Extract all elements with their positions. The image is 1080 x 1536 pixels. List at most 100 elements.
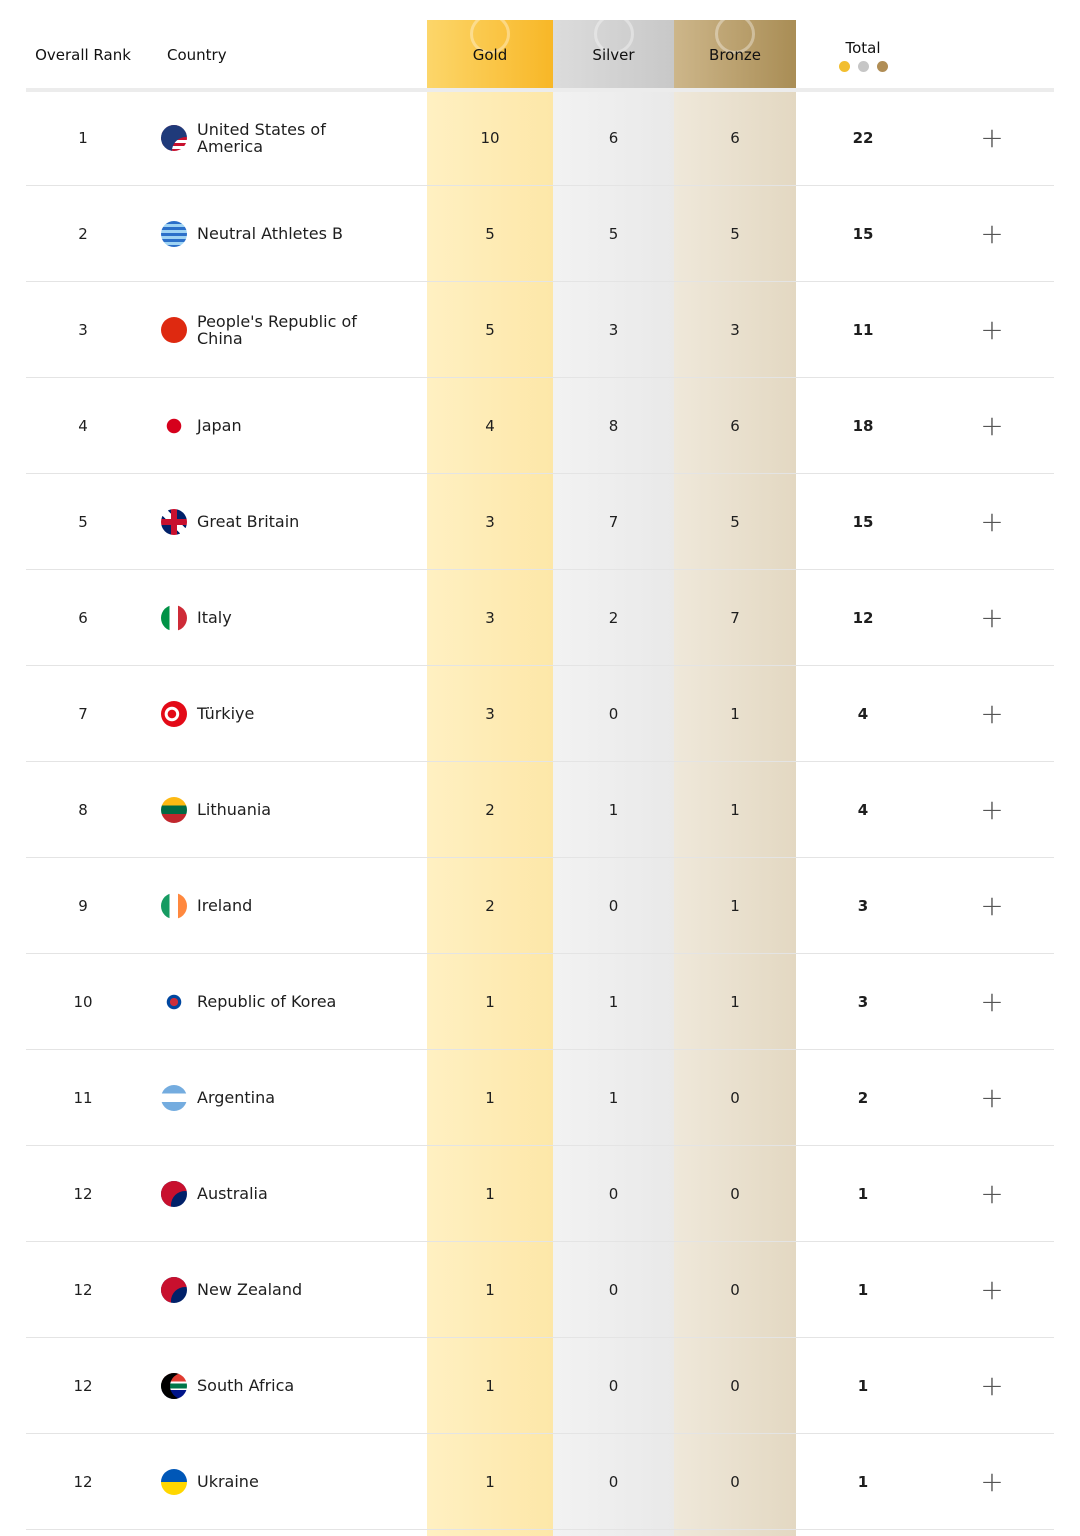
- header-total-label: Total: [845, 38, 881, 57]
- table-row[interactable]: 9 Ireland 2 0 1 3 +: [26, 858, 1054, 954]
- gold-count: 1: [485, 1088, 495, 1107]
- expand-plus-icon[interactable]: +: [980, 409, 1004, 442]
- country-cell: United States of America: [140, 121, 427, 155]
- total-count: 11: [852, 320, 874, 339]
- silver-count: 7: [608, 512, 619, 531]
- table-row[interactable]: 12 Ukraine 1 0 0 1 +: [26, 1434, 1054, 1530]
- expand-plus-icon[interactable]: +: [980, 1465, 1004, 1498]
- medal-table: Overall Rank Country Gold Silver Bronze …: [26, 20, 1054, 1536]
- silver-count: 0: [608, 1472, 619, 1491]
- expand-plus-icon[interactable]: +: [980, 217, 1004, 250]
- expand-plus-icon[interactable]: +: [980, 505, 1004, 538]
- flag-ukr-icon: [161, 1468, 187, 1495]
- expand-plus-icon[interactable]: +: [980, 793, 1004, 826]
- country-name: Australia: [197, 1184, 268, 1203]
- gold-count: 3: [485, 608, 495, 627]
- bronze-count: 5: [730, 512, 740, 531]
- expand-plus-icon[interactable]: +: [980, 313, 1004, 346]
- rank-cell: 12: [73, 1280, 93, 1299]
- bronze-count: 1: [730, 992, 740, 1011]
- bronze-count: 6: [730, 128, 740, 147]
- country-cell: Argentina: [140, 1084, 427, 1111]
- header-country[interactable]: Country: [167, 46, 227, 64]
- country-cell: Neutral Athletes B: [140, 220, 427, 247]
- header-bronze[interactable]: Bronze: [674, 20, 796, 90]
- flag-rsa-icon: [161, 1372, 187, 1399]
- rank-cell: 1: [78, 128, 88, 147]
- header-gold-label: Gold: [472, 46, 508, 64]
- rank-cell: 2: [78, 224, 88, 243]
- table-row[interactable]: 1 United States of America 10 6 6 22 +: [26, 90, 1054, 186]
- table-row[interactable]: 7 Türkiye 3 0 1 4 +: [26, 666, 1054, 762]
- expand-plus-icon[interactable]: +: [980, 889, 1004, 922]
- expand-plus-icon[interactable]: +: [980, 1177, 1004, 1210]
- flag-usa-icon: [161, 124, 187, 151]
- country-cell: Japan: [140, 412, 427, 439]
- bronze-medal-icon: [715, 20, 755, 54]
- gold-count: 5: [485, 320, 495, 339]
- table-row[interactable]: 12 Australia 1 0 0 1 +: [26, 1146, 1054, 1242]
- country-cell: Great Britain: [140, 508, 427, 535]
- total-count: 4: [857, 704, 869, 723]
- country-name: Republic of Korea: [197, 992, 337, 1011]
- header-gold[interactable]: Gold: [427, 20, 553, 90]
- rank-cell: 7: [78, 704, 88, 723]
- expand-plus-icon[interactable]: +: [980, 1081, 1004, 1114]
- bronze-column-bg: [674, 90, 796, 1536]
- table-row[interactable]: 11 Argentina 1 1 0 2 +: [26, 1050, 1054, 1146]
- rank-cell: 6: [78, 608, 88, 627]
- country-cell: Australia: [140, 1180, 427, 1207]
- table-row[interactable]: 12 South Africa 1 0 0 1 +: [26, 1338, 1054, 1434]
- total-count: 3: [857, 896, 869, 915]
- country-name: United States of America: [197, 119, 326, 156]
- silver-count: 0: [608, 1376, 619, 1395]
- table-row[interactable]: 3 People's Republic of China 5 3 3 11 +: [26, 282, 1054, 378]
- flag-irl-icon: [161, 892, 187, 919]
- gold-count: 1: [485, 1280, 495, 1299]
- rank-cell: 9: [78, 896, 88, 915]
- table-row[interactable]: 12 New Zealand 1 0 0 1 +: [26, 1242, 1054, 1338]
- flag-gbr-icon: [161, 508, 187, 535]
- header-total[interactable]: Total: [796, 20, 930, 90]
- flag-chn-icon: [161, 316, 187, 343]
- expand-plus-icon[interactable]: +: [980, 697, 1004, 730]
- bronze-count: 0: [730, 1472, 740, 1491]
- country-cell: Ukraine: [140, 1468, 427, 1495]
- table-row[interactable]: 6 Italy 3 2 7 12 +: [26, 570, 1054, 666]
- expand-plus-icon[interactable]: +: [980, 985, 1004, 1018]
- table-row[interactable]: 8 Lithuania 2 1 1 4 +: [26, 762, 1054, 858]
- flag-arg-icon: [161, 1084, 187, 1111]
- expand-plus-icon[interactable]: +: [980, 1273, 1004, 1306]
- country-name: New Zealand: [197, 1280, 303, 1299]
- gold-count: 2: [485, 800, 495, 819]
- bronze-count: 6: [730, 416, 740, 435]
- total-count: 3: [857, 992, 869, 1011]
- table-row[interactable]: 2 Neutral Athletes B 5 5 5 15 +: [26, 186, 1054, 282]
- silver-count: 0: [608, 704, 619, 723]
- country-name: Lithuania: [197, 800, 272, 819]
- expand-plus-icon[interactable]: +: [980, 601, 1004, 634]
- total-count: 4: [857, 800, 869, 819]
- header-silver-label: Silver: [592, 46, 635, 64]
- flag-jpn-icon: [161, 412, 187, 439]
- country-cell: Republic of Korea: [140, 988, 427, 1015]
- country-cell: Lithuania: [140, 796, 427, 823]
- expand-plus-icon[interactable]: +: [980, 121, 1004, 154]
- flag-kor-icon: [161, 988, 187, 1015]
- header-rank[interactable]: Overall Rank: [35, 45, 131, 64]
- total-count: 15: [852, 224, 874, 243]
- table-row[interactable]: 10 Republic of Korea 1 1 1 3 +: [26, 954, 1054, 1050]
- gold-count: 4: [485, 416, 495, 435]
- table-row[interactable]: 5 Great Britain 3 7 5 15 +: [26, 474, 1054, 570]
- rank-cell: 3: [78, 320, 88, 339]
- silver-count: 1: [608, 1088, 619, 1107]
- header-silver[interactable]: Silver: [553, 20, 674, 90]
- table-row[interactable]: 4 Japan 4 8 6 18 +: [26, 378, 1054, 474]
- table-body: 1 United States of America 10 6 6 22 + 2…: [26, 90, 1054, 1530]
- gold-medal-icon: [838, 60, 850, 72]
- country-name: South Africa: [197, 1376, 295, 1395]
- flag-tur-icon: [161, 700, 187, 727]
- country-name: Argentina: [197, 1088, 276, 1107]
- expand-plus-icon[interactable]: +: [980, 1369, 1004, 1402]
- silver-count: 2: [608, 608, 619, 627]
